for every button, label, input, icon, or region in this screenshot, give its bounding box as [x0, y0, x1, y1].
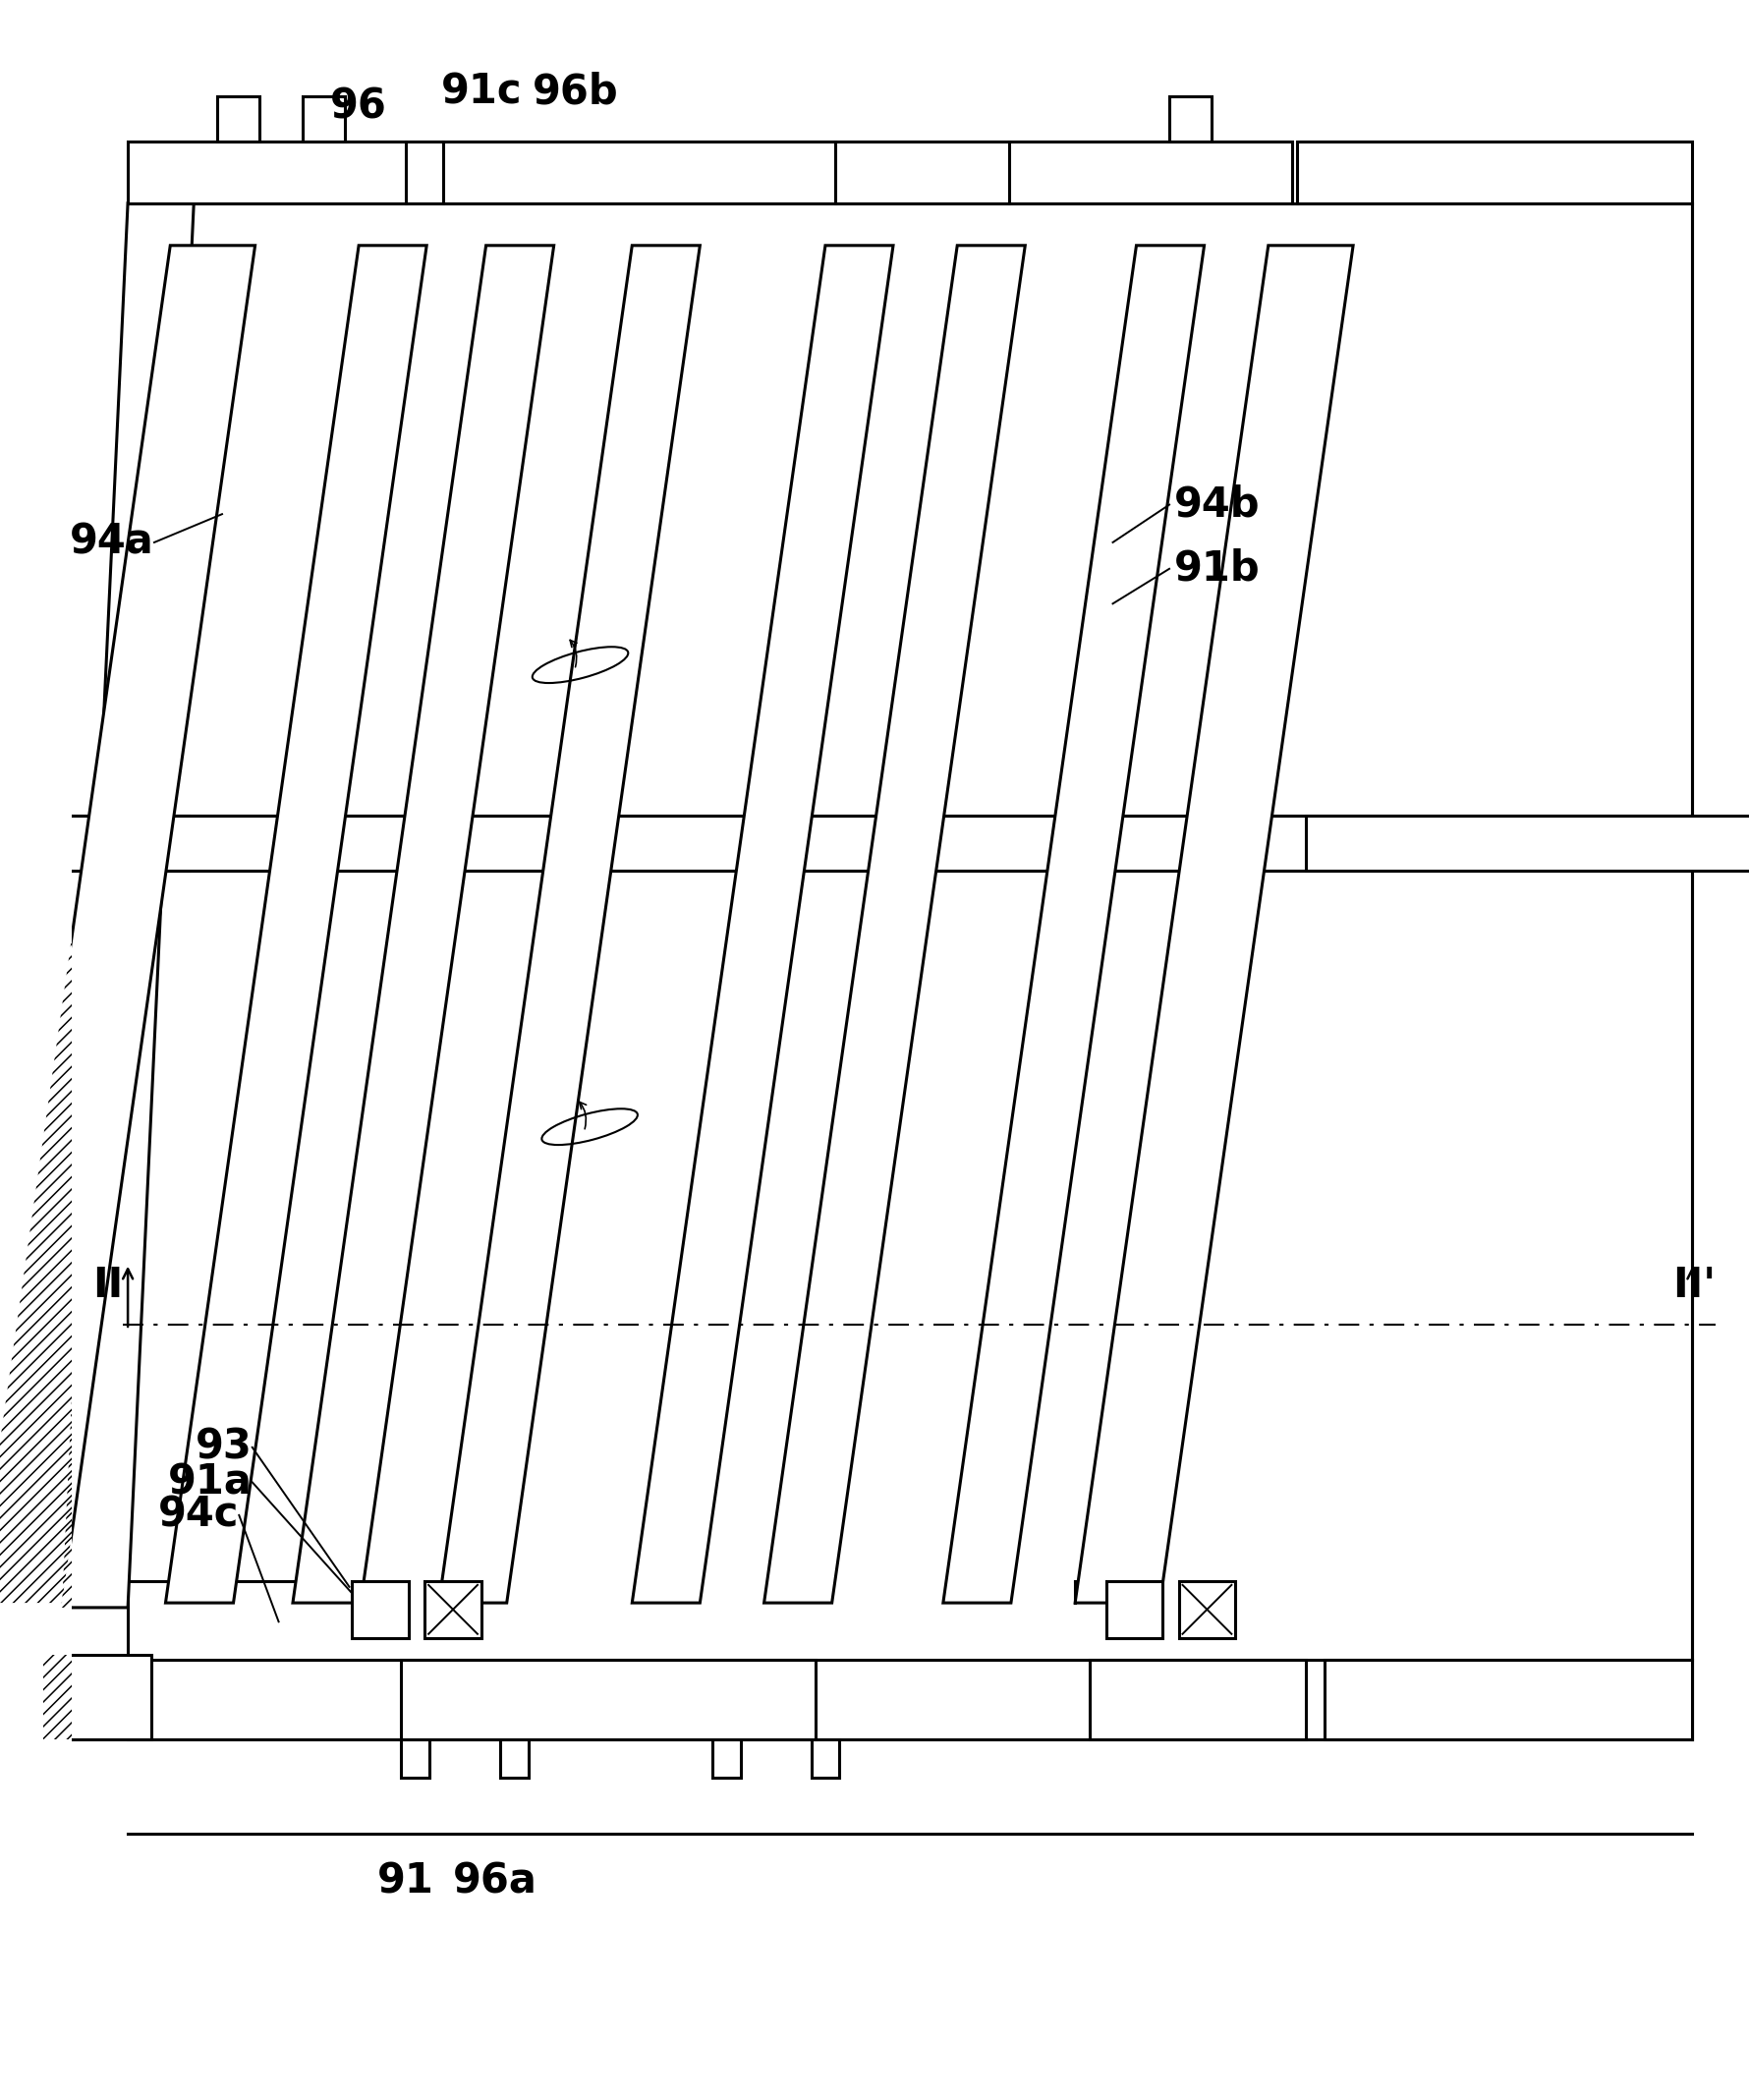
Polygon shape	[44, 1655, 152, 1739]
Bar	[128, 815, 1693, 869]
Polygon shape	[764, 246, 1025, 1602]
Text: 94b: 94b	[1174, 485, 1259, 525]
Text: 93: 93	[196, 1426, 252, 1468]
Bar	[1170, 97, 1212, 143]
Bar	[712, 1739, 740, 1777]
Text: 96b: 96b	[532, 71, 619, 113]
Bar	[1105, 1581, 1163, 1638]
Polygon shape	[292, 246, 554, 1602]
Bar	[128, 1659, 1693, 1739]
Text: 94c: 94c	[157, 1495, 240, 1535]
Bar	[1324, 1659, 1693, 1739]
Bar	[401, 1739, 430, 1777]
Text: II: II	[93, 1264, 122, 1306]
Bar	[24, 815, 189, 869]
Bar	[1009, 143, 1293, 204]
Bar	[217, 97, 261, 143]
Bar	[500, 1739, 528, 1777]
Polygon shape	[631, 246, 894, 1602]
Polygon shape	[401, 1659, 815, 1739]
Polygon shape	[439, 246, 700, 1602]
Text: 94a: 94a	[70, 521, 154, 563]
Polygon shape	[166, 246, 427, 1602]
Text: 91b: 91b	[1174, 548, 1261, 590]
Text: 96: 96	[331, 86, 387, 128]
Polygon shape	[444, 143, 834, 204]
Text: 96a: 96a	[453, 1861, 537, 1903]
Polygon shape	[943, 246, 1205, 1602]
Bar	[19, 815, 406, 869]
Bar	[128, 143, 406, 204]
Bar	[1307, 815, 1749, 869]
Polygon shape	[1090, 1659, 1307, 1739]
Bar	[425, 1581, 481, 1638]
Bar	[812, 1739, 840, 1777]
Text: 91c: 91c	[441, 71, 521, 113]
Bar	[303, 97, 345, 143]
Bar	[1179, 1581, 1235, 1638]
Polygon shape	[0, 246, 255, 1602]
Polygon shape	[61, 204, 194, 1609]
Text: II': II'	[1672, 1264, 1716, 1306]
Bar	[352, 1581, 409, 1638]
Polygon shape	[1296, 143, 1693, 204]
Polygon shape	[1076, 246, 1354, 1602]
Text: 91: 91	[378, 1861, 434, 1903]
Text: 91a: 91a	[168, 1462, 252, 1504]
